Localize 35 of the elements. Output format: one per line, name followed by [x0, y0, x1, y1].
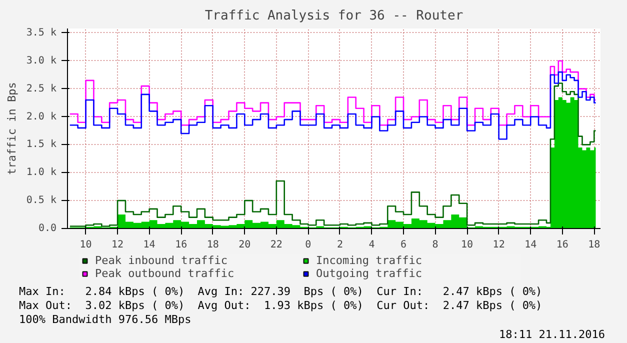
text: Max Out: 3.02 kBps ( 0%) Avg Out: 1.93 kBps ( 0%) Cur Out: 2.47 kBps ( 0%) — [19, 299, 542, 312]
x-tick-label: 14 — [524, 240, 537, 250]
y-tick-label: 2.0 k — [26, 111, 57, 122]
y-tick-label: 0.0 — [38, 223, 56, 234]
x-tick-label: 10 — [80, 240, 92, 250]
y-tick-label: 3.0 k — [26, 55, 57, 66]
x-tick-label: 20 — [238, 240, 251, 250]
x-tick-label: 12 — [492, 240, 505, 250]
x-tick-label: 2 — [336, 240, 343, 250]
x-tick-label: 16 — [175, 240, 188, 250]
y-axis-title: traffic in Bps — [5, 82, 18, 175]
y-tick-label: 0.5 k — [26, 195, 57, 206]
legend-label: Peak inbound traffic — [95, 254, 228, 267]
x-tick-label: 8 — [432, 240, 438, 250]
chart-title: Traffic Analysis for 36 -- Router — [204, 8, 464, 24]
y-tick-label: 2.5 k — [26, 83, 57, 94]
x-tick-label: 14 — [143, 240, 156, 250]
x-tick-label: 18 — [588, 240, 600, 250]
x-tick-label: 16 — [556, 240, 568, 250]
text: 100% Bandwidth 976.56 MBps — [19, 313, 192, 326]
text: Max In: 2.84 kBps ( 0%) Avg In: 227.39 Bps ( 0%) Cur In: 2.47 kBps ( 0%) — [19, 285, 542, 298]
x-tick-label: 18 — [206, 240, 219, 250]
x-tick-label: 10 — [461, 240, 474, 250]
legend-label: Outgoing traffic — [316, 267, 423, 280]
legend-label: Incoming traffic — [316, 254, 423, 267]
x-tick-label: 12 — [112, 240, 124, 250]
x-tick-label: 4 — [368, 240, 375, 250]
x-tick-label: 0 — [305, 240, 312, 250]
legend-label: Peak outbound traffic — [95, 267, 236, 280]
text: 18:11 21.11.2016 — [498, 327, 605, 343]
y-tick-label: 1.0 k — [26, 167, 57, 178]
y-tick-label: 3.5 k — [26, 27, 57, 38]
x-tick-label: 22 — [270, 240, 282, 250]
y-tick-label: 1.5 k — [26, 139, 57, 150]
x-tick-label: 6 — [400, 240, 407, 250]
